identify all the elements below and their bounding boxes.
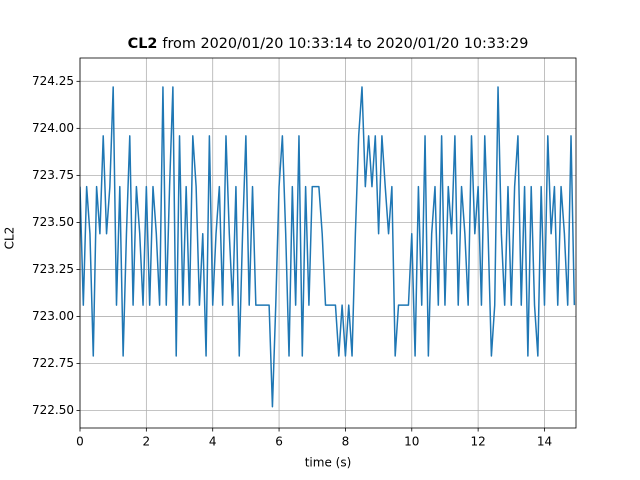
x-tick-label: 12 bbox=[470, 435, 485, 449]
x-tick-label: 10 bbox=[404, 435, 419, 449]
data-line bbox=[80, 86, 576, 408]
x-tick-label: 0 bbox=[76, 435, 84, 449]
y-tick-label: 724.00 bbox=[32, 121, 74, 135]
x-tick-label: 4 bbox=[209, 435, 217, 449]
y-tick-label: 722.75 bbox=[32, 356, 74, 370]
x-tick-label: 14 bbox=[537, 435, 552, 449]
y-tick-label: 723.75 bbox=[32, 168, 74, 182]
x-tick-label: 6 bbox=[275, 435, 283, 449]
y-tick-label: 723.50 bbox=[32, 215, 74, 229]
y-axis-label: CL2 bbox=[3, 227, 17, 250]
title-variable: CL2 bbox=[128, 36, 158, 52]
plot-frame bbox=[79, 57, 577, 429]
y-tick-label: 723.00 bbox=[32, 309, 74, 323]
chart-title: CL2 from 2020/01/20 10:33:14 to 2020/01/2… bbox=[128, 36, 529, 52]
title-range: from 2020/01/20 10:33:14 to 2020/01/20 1… bbox=[162, 36, 528, 52]
y-tick-label: 724.25 bbox=[32, 74, 74, 88]
y-tick-label: 722.50 bbox=[32, 403, 74, 417]
x-tick-label: 8 bbox=[342, 435, 350, 449]
y-tick-label: 723.25 bbox=[32, 262, 74, 276]
x-tick-label: 2 bbox=[143, 435, 151, 449]
x-axis-label: time (s) bbox=[305, 456, 352, 470]
